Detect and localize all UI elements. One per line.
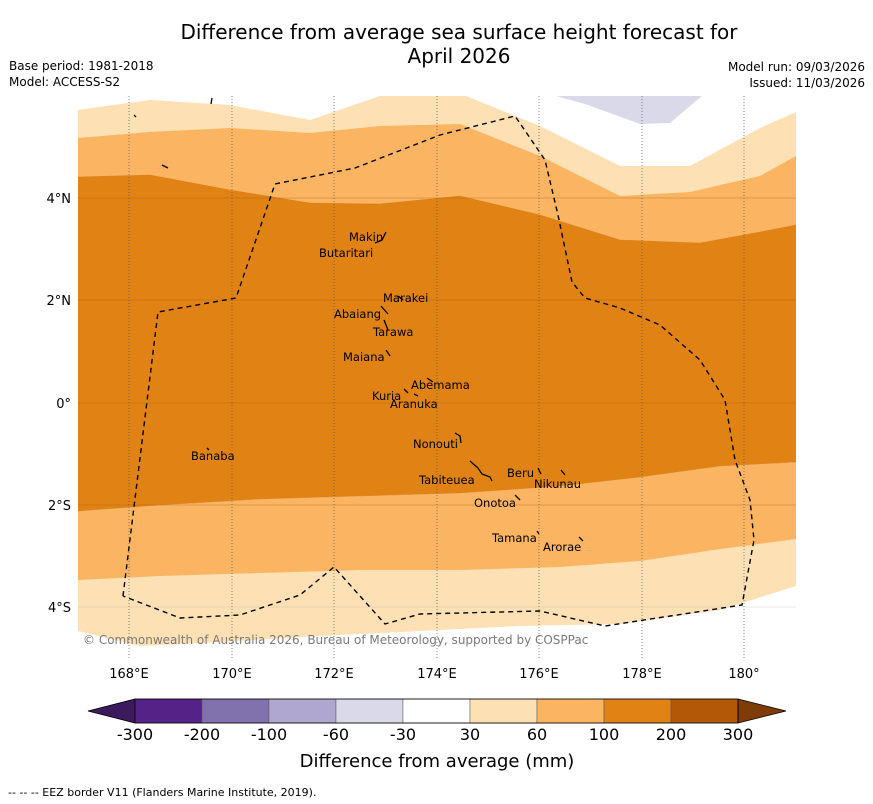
colorbar-tick: -30 — [390, 725, 416, 744]
eez-border — [122, 115, 755, 627]
title-line-1: Difference from average sea surface heig… — [180, 20, 738, 44]
title-line-2: April 2026 — [407, 44, 511, 68]
meta-right: Model run: 09/03/2026 Issued: 11/03/2026 — [728, 59, 865, 91]
lat-label: 2°S — [48, 499, 71, 514]
place-label: Makin — [349, 230, 383, 244]
place-label: Marakei — [383, 291, 428, 305]
lon-label: 170°E — [212, 667, 252, 682]
lat-label: 4°N — [47, 192, 72, 207]
place-label: Tamana — [491, 531, 537, 545]
colorbar-outline — [134, 698, 739, 724]
eez-footnote: -- -- -- EEZ border V11 (Flanders Marine… — [8, 786, 317, 799]
colorbar-segment — [402, 698, 471, 724]
place-label: Onotoa — [474, 496, 516, 510]
colorbar-extend-low — [87, 698, 136, 724]
map-area: Makin Butaritari Marakei Abaiang Tarawa … — [78, 96, 796, 658]
band-minus-30-60 — [556, 96, 702, 124]
longitude-labels: 168°E 170°E 172°E 174°E 176°E 178°E 180° — [109, 667, 759, 682]
place-labels: Makin Butaritari Marakei Abaiang Tarawa … — [191, 230, 581, 554]
place-label: Abaiang — [334, 307, 381, 321]
colorbar-tick: -60 — [323, 725, 349, 744]
place-label: Kuria — [372, 389, 401, 403]
colorbar-segment — [603, 698, 672, 724]
model-run: Model run: 09/03/2026 — [727, 60, 865, 74]
lon-label: 178°E — [622, 667, 662, 682]
place-label: Banaba — [191, 449, 235, 463]
map-title: Difference from average sea surface heig… — [0, 20, 873, 68]
base-period: Base period: 1981-2018 — [9, 59, 154, 73]
lat-label: 2°N — [47, 294, 72, 309]
place-label: Arorae — [543, 540, 581, 554]
colorbar-segment — [469, 698, 538, 724]
place-label: Tarawa — [372, 325, 413, 339]
place-label: Aranuka — [390, 397, 438, 411]
latitude-labels: 4°N 2°N 0° 2°S 4°S — [47, 192, 72, 616]
place-label: Tabiteuea — [418, 473, 475, 487]
band-60-100-south — [78, 462, 796, 580]
colorbar-segment — [201, 698, 270, 724]
lon-label: 172°E — [314, 667, 354, 682]
colorbar-extend-high — [737, 698, 787, 724]
colorbar-segment — [536, 698, 605, 724]
colorbar-tick: 60 — [527, 725, 547, 744]
meta-left: Base period: 1981-2018 Model: ACCESS-S2 — [9, 58, 154, 90]
colorbar-segment — [268, 698, 337, 724]
contours — [78, 174, 796, 512]
lon-label: 168°E — [109, 667, 149, 682]
place-label: Butaritari — [319, 246, 373, 260]
place-label: Nikunau — [534, 477, 581, 491]
colorbar-tick: 30 — [460, 725, 480, 744]
colorbar-tick: -200 — [184, 725, 220, 744]
latitude-gridlines — [78, 197, 796, 608]
colorbar-tick: -300 — [117, 725, 153, 744]
lon-label: 176°E — [519, 667, 559, 682]
place-label: Beru — [507, 466, 534, 480]
lat-label: 0° — [56, 397, 71, 412]
colorbar-tick: 200 — [656, 725, 687, 744]
colorbar-tick: 300 — [723, 725, 754, 744]
model-name: Model: ACCESS-S2 — [9, 75, 121, 89]
lat-label: 4°S — [48, 601, 71, 616]
colorbar-tick: -100 — [251, 725, 287, 744]
copyright-notice: © Commonwealth of Australia 2026, Bureau… — [83, 633, 588, 647]
map-figure: Makin Butaritari Marakei Abaiang Tarawa … — [47, 96, 796, 772]
place-label: Maiana — [343, 350, 385, 364]
islands — [133, 97, 584, 542]
colorbar-segment — [134, 698, 203, 724]
colorbar-title: Difference from average (mm) — [300, 751, 575, 772]
place-label: Abemama — [411, 378, 470, 392]
colorbar-segment — [670, 698, 739, 724]
colorbar-ticks: -300 -200 -100 -60 -30 30 60 100 200 300 — [117, 725, 753, 744]
colorbar-tick: 100 — [589, 725, 620, 744]
place-label: Nonouti — [413, 437, 458, 451]
longitude-gridlines — [128, 96, 745, 658]
lon-label: 180° — [728, 667, 759, 682]
lon-label: 174°E — [417, 667, 457, 682]
colorbar-segment — [335, 698, 404, 724]
colorbar: -300 -200 -100 -60 -30 30 60 100 200 300… — [87, 698, 787, 772]
issued-date: Issued: 11/03/2026 — [749, 76, 865, 90]
band-neutral-south — [78, 586, 796, 658]
